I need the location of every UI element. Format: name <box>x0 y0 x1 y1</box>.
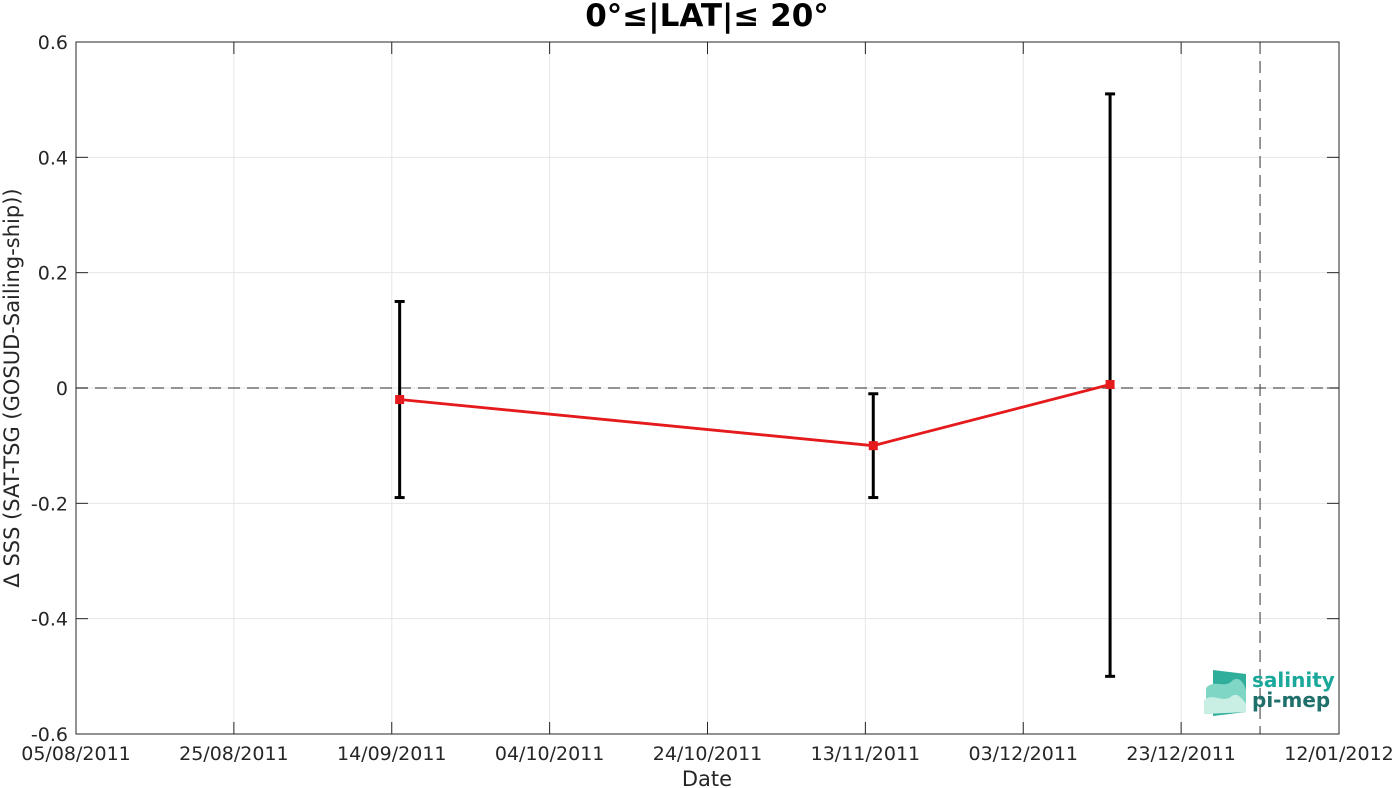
chart-title: 0°≤|LAT|≤ 20° <box>585 0 829 34</box>
x-tick-label: 14/09/2011 <box>337 743 447 765</box>
y-tick-label: 0 <box>56 378 68 400</box>
data-point <box>395 395 405 405</box>
y-tick-label: -0.6 <box>31 724 68 746</box>
x-tick-label: 05/08/2011 <box>21 743 131 765</box>
x-tick-label: 24/10/2011 <box>653 743 763 765</box>
salinity-pimep-logo: salinity pi-mep <box>1204 668 1335 716</box>
x-tick-label: 03/12/2011 <box>968 743 1078 765</box>
y-tick-label: 0.2 <box>38 263 68 285</box>
data-point <box>868 441 878 451</box>
y-tick-label: -0.2 <box>31 493 68 515</box>
logo-line2: pi-mep <box>1252 688 1330 712</box>
x-tick-label: 04/10/2011 <box>495 743 605 765</box>
logo-line1: salinity <box>1252 668 1335 692</box>
y-axis-label: Δ SSS (SAT-TSG (GOSUD-Sailing-ship)) <box>0 188 24 587</box>
x-tick-label: 13/11/2011 <box>811 743 921 765</box>
y-tick-label: 0.4 <box>38 147 68 169</box>
data-point <box>1105 380 1115 390</box>
x-tick-label: 23/12/2011 <box>1126 743 1236 765</box>
y-tick-label: 0.6 <box>38 32 68 54</box>
series-line <box>399 383 1111 448</box>
axis-ticks: 05/08/2011 25/08/2011 14/09/2011 04/10/2011… <box>21 32 1394 765</box>
reference-lines <box>76 42 1339 734</box>
wave-logo-icon <box>1204 670 1246 716</box>
y-tick-label: -0.4 <box>31 609 68 631</box>
x-tick-label: 25/08/2011 <box>179 743 289 765</box>
x-tick-label: 12/01/2012 <box>1284 743 1394 765</box>
data-series <box>394 92 1116 678</box>
x-axis-label: Date <box>682 767 732 788</box>
